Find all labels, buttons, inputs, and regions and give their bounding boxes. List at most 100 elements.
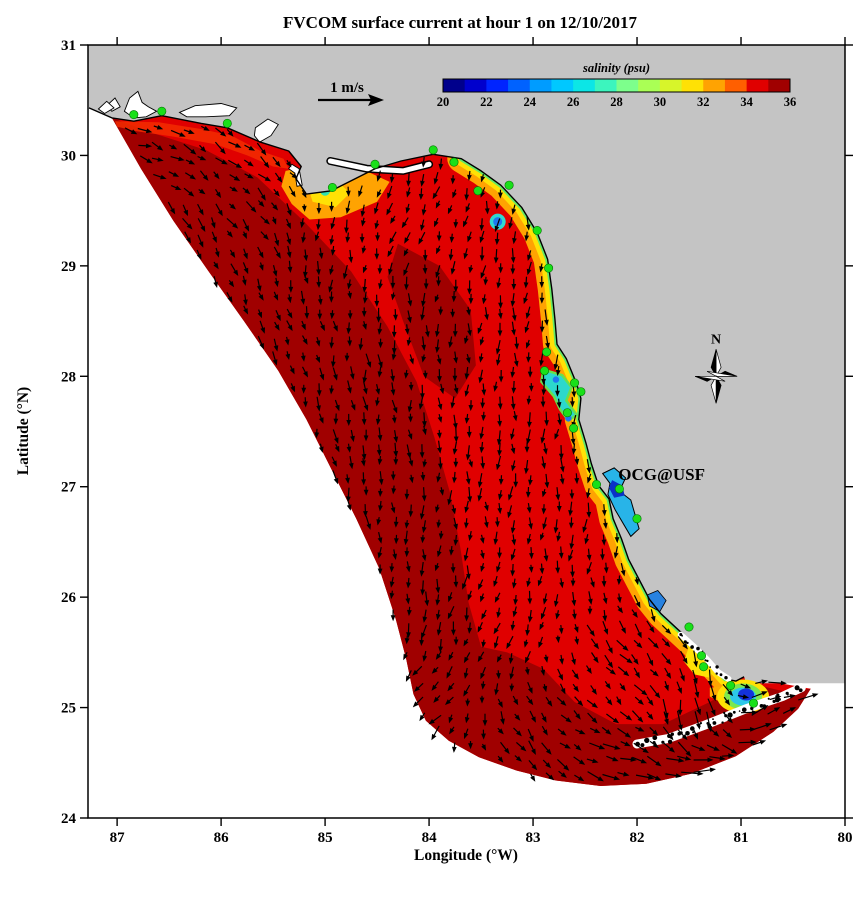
current-arrow: [422, 624, 427, 635]
current-arrowhead: [412, 701, 419, 708]
y-tick-label: 28: [61, 369, 76, 385]
current-arrowhead: [393, 451, 399, 458]
scale-arrow: 1 m/s: [318, 80, 384, 106]
current-arrow: [436, 265, 441, 274]
current-arrowhead: [555, 390, 560, 397]
current-arrowhead: [437, 376, 442, 383]
current-arrowhead: [560, 700, 567, 706]
current-arrowhead: [233, 269, 239, 276]
current-arrowhead: [623, 670, 630, 677]
current-arrowhead: [360, 460, 366, 467]
current-arrow: [752, 724, 768, 731]
current-arrowhead: [316, 224, 321, 231]
station-dot: [562, 408, 572, 418]
current-arrowhead: [210, 222, 216, 229]
current-arrow: [723, 712, 731, 721]
station-dot: [539, 366, 549, 376]
current-arrow: [514, 352, 517, 363]
current-arrowhead: [431, 733, 437, 741]
current-arrow: [603, 610, 606, 617]
mangrove-coast-speckle: [715, 665, 719, 669]
current-arrowhead: [759, 740, 767, 745]
current-arrowhead: [450, 268, 456, 275]
current-arrowhead: [724, 699, 730, 706]
current-arrowhead: [578, 776, 585, 782]
current-arrowhead: [436, 280, 441, 287]
current-arrow: [666, 757, 680, 761]
current-arrowhead: [186, 223, 193, 230]
current-arrow: [528, 533, 531, 540]
current-arrow: [258, 173, 268, 180]
current-arrowhead: [480, 176, 486, 183]
current-arrowhead: [170, 208, 176, 215]
current-arrowhead: [655, 761, 662, 767]
current-arrow: [497, 339, 501, 351]
florida-keys-speckle: [785, 691, 789, 695]
current-arrowhead: [652, 729, 659, 736]
current-arrowhead: [508, 494, 513, 501]
current-arrowhead: [587, 608, 593, 615]
current-arrowhead: [448, 654, 454, 661]
inland-bay: [253, 118, 279, 143]
current-arrowhead: [586, 467, 592, 474]
axes-box: [87, 44, 846, 819]
current-arrow: [571, 652, 575, 661]
current-arrow: [646, 652, 652, 663]
current-arrowhead: [388, 268, 393, 276]
current-arrowhead: [570, 401, 575, 408]
current-arrow: [739, 728, 752, 731]
colorbar-tick-label: 20: [437, 95, 450, 109]
current-arrowhead: [465, 454, 471, 461]
current-arrowhead: [420, 180, 425, 187]
current-arrowhead: [189, 174, 196, 180]
current-arrow: [196, 249, 200, 256]
current-arrow: [345, 219, 348, 229]
current-arrowhead: [510, 300, 516, 307]
current-arrowhead: [401, 221, 407, 229]
current-arrowhead: [447, 499, 452, 506]
y-axis-label: Latitude (°N): [15, 387, 32, 475]
current-arrowhead: [530, 775, 536, 782]
current-arrowhead: [466, 573, 471, 580]
current-arrow: [260, 156, 267, 165]
current-arrow: [620, 741, 627, 745]
current-arrowhead: [789, 707, 796, 712]
current-arrowhead: [453, 357, 458, 364]
current-arrow: [469, 622, 471, 629]
current-arrow: [391, 502, 394, 509]
current-arrowhead: [347, 292, 352, 300]
current-arrowhead: [523, 641, 529, 648]
current-arrow: [183, 129, 191, 133]
current-arrowhead: [707, 726, 713, 733]
x-tick-label: 86: [214, 830, 230, 846]
current-arrowhead: [587, 477, 592, 484]
current-arrowhead: [467, 330, 472, 337]
current-arrowhead: [344, 227, 349, 234]
current-arrowhead: [257, 311, 262, 319]
current-arrowhead: [481, 641, 486, 648]
current-arrowhead: [419, 513, 425, 520]
x-axis-label: Longitude (°W): [414, 847, 518, 864]
current-arrowhead: [719, 755, 726, 761]
current-arrowhead: [527, 371, 533, 378]
current-arrowhead: [421, 161, 427, 168]
current-arrowhead: [329, 239, 335, 246]
current-arrowhead: [300, 355, 306, 362]
current-arrow: [182, 218, 190, 227]
current-arrow: [738, 741, 752, 744]
current-arrowhead: [316, 269, 321, 276]
current-arrowhead: [290, 191, 296, 198]
current-arrowhead: [452, 746, 457, 753]
colorbar-segment: [616, 79, 639, 92]
current-arrowhead: [392, 553, 397, 560]
current-arrowhead: [361, 479, 366, 486]
current-arrowhead: [332, 460, 337, 467]
current-arrow: [498, 442, 501, 452]
current-arrowhead: [685, 750, 692, 757]
current-arrowhead: [436, 235, 442, 242]
current-arrow: [215, 157, 224, 163]
current-arrowhead: [420, 314, 425, 321]
current-arrowhead: [558, 628, 564, 635]
current-arrowhead: [620, 570, 626, 577]
current-arrow: [228, 141, 238, 147]
